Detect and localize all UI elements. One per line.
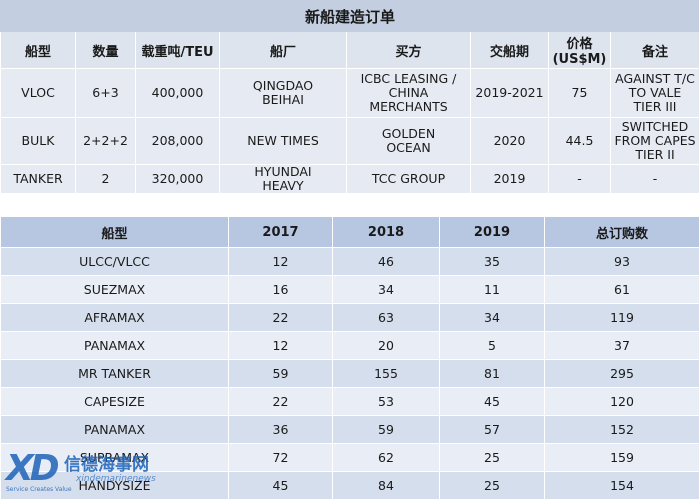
table-cell: 12 — [229, 248, 333, 276]
table-cell: 59 — [229, 360, 333, 388]
table-cell: HANDYSIZE — [1, 472, 229, 500]
table-cell: NEW TIMES — [220, 118, 347, 165]
column-header: 船型 — [1, 217, 229, 248]
table-cell: 320,000 — [136, 165, 220, 194]
table-cell: 120 — [545, 388, 699, 416]
table-cell: 295 — [545, 360, 699, 388]
column-header: 总订购数 — [545, 217, 699, 248]
table-cell: 2+2+2 — [76, 118, 136, 165]
table-cell: - — [611, 165, 699, 194]
table-cell: 152 — [545, 416, 699, 444]
column-header: 备注 — [611, 32, 699, 69]
table-cell: 59 — [333, 416, 440, 444]
table-cell: 44.5 — [549, 118, 611, 165]
table-cell: ULCC/VLCC — [1, 248, 229, 276]
table-cell: 93 — [545, 248, 699, 276]
table-cell: 84 — [333, 472, 440, 500]
table-cell: 45 — [229, 472, 333, 500]
table-cell: 75 — [549, 69, 611, 118]
table-cell: 16 — [229, 276, 333, 304]
table-cell: 34 — [333, 276, 440, 304]
table-cell: 2019 — [471, 165, 549, 194]
table-cell: SUEZMAX — [1, 276, 229, 304]
table-cell: 20 — [333, 332, 440, 360]
column-header: 数量 — [76, 32, 136, 69]
table-cell: 63 — [333, 304, 440, 332]
table-cell: SUPRAMAX — [1, 444, 229, 472]
table-cell: 34 — [440, 304, 545, 332]
table-cell: 36 — [229, 416, 333, 444]
table-cell: 25 — [440, 444, 545, 472]
table-cell: 159 — [545, 444, 699, 472]
table-cell: 2019-2021 — [471, 69, 549, 118]
table-cell: 6+3 — [76, 69, 136, 118]
table-cell: AFRAMAX — [1, 304, 229, 332]
table-cell: 400,000 — [136, 69, 220, 118]
table-cell: 155 — [333, 360, 440, 388]
table-cell: 11 — [440, 276, 545, 304]
column-header: 买方 — [347, 32, 471, 69]
table-cell: 81 — [440, 360, 545, 388]
table-cell: - — [549, 165, 611, 194]
column-header: 2019 — [440, 217, 545, 248]
table-cell: 22 — [229, 304, 333, 332]
table-cell: PANAMAX — [1, 332, 229, 360]
table-cell: 119 — [545, 304, 699, 332]
table-cell: 46 — [333, 248, 440, 276]
table-cell: 208,000 — [136, 118, 220, 165]
table-cell: PANAMAX — [1, 416, 229, 444]
table-cell: MR TANKER — [1, 360, 229, 388]
table-cell: 25 — [440, 472, 545, 500]
table-cell: CAPESIZE — [1, 388, 229, 416]
table-title: 新船建造订单 — [1, 1, 699, 32]
table-cell: 35 — [440, 248, 545, 276]
column-header: 价格(US$M) — [549, 32, 611, 69]
table-cell: 2020 — [471, 118, 549, 165]
column-header: 船厂 — [220, 32, 347, 69]
table-cell: TANKER — [1, 165, 76, 194]
table-cell: 2 — [76, 165, 136, 194]
column-header: 2017 — [229, 217, 333, 248]
table-cell: 45 — [440, 388, 545, 416]
table-cell: TCC GROUP — [347, 165, 471, 194]
table-cell: 53 — [333, 388, 440, 416]
column-header: 船型 — [1, 32, 76, 69]
column-header: 交船期 — [471, 32, 549, 69]
table-cell: 37 — [545, 332, 699, 360]
table-cell: BULK — [1, 118, 76, 165]
table-cell: 72 — [229, 444, 333, 472]
column-header: 2018 — [333, 217, 440, 248]
table-cell: 57 — [440, 416, 545, 444]
table-cell: 61 — [545, 276, 699, 304]
table-cell: 154 — [545, 472, 699, 500]
table-cell: 62 — [333, 444, 440, 472]
table-cell: VLOC — [1, 69, 76, 118]
table-cell: 5 — [440, 332, 545, 360]
table-cell: 22 — [229, 388, 333, 416]
table-cell: 12 — [229, 332, 333, 360]
column-header: 载重吨/TEU — [136, 32, 220, 69]
